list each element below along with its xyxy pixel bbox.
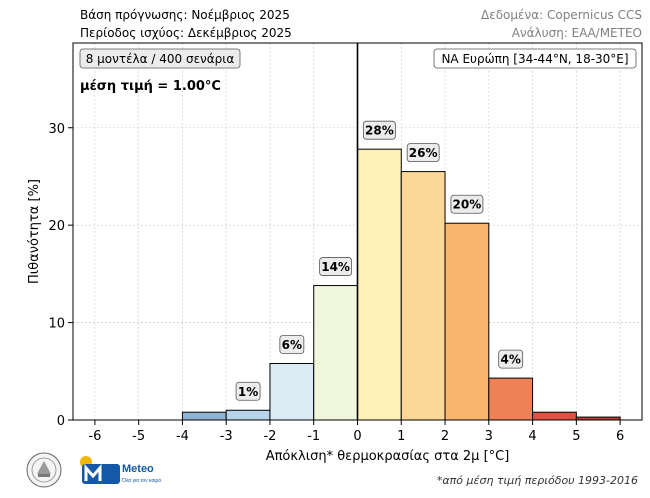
meteo-logo: Meteo Όλα για τον καιρό: [80, 456, 161, 484]
bar-label-box: [319, 257, 353, 276]
mean-value-label: μέση τιμή = 1.00°C: [80, 79, 221, 94]
x-tick-label: 2: [441, 429, 449, 444]
models-count-label: 8 μοντέλα / 400 σενάρια: [86, 52, 235, 66]
logos: Meteo Όλα για τον καιρό: [26, 452, 161, 488]
x-tick-label: 0: [353, 429, 361, 444]
y-tick-label: 30: [48, 122, 65, 137]
bar-data-label: 20%: [453, 198, 482, 212]
y-tick-label: 0: [57, 414, 65, 429]
x-tick-label: 1: [397, 429, 405, 444]
histogram-bar: [269, 362, 315, 421]
footnote: *από μέση τιμή περιόδου 1993-2016: [436, 474, 638, 487]
histogram-bar: [357, 148, 402, 421]
x-tick-label: 4: [528, 429, 536, 444]
x-tick-label: -5: [132, 429, 145, 444]
validity-period-label: Περίοδος ισχύος: Δεκέμβριος 2025: [80, 26, 292, 40]
bar-label-box: [450, 194, 484, 214]
models-box: [79, 48, 241, 69]
x-tick-label: -2: [263, 429, 276, 444]
x-tick-label: 5: [572, 429, 580, 444]
x-tick-label: 3: [485, 429, 493, 444]
region-box: [433, 48, 637, 69]
analysis-credit-label: Ανάλυση: ΕΑΑ/METEO: [511, 26, 642, 40]
data-source-label: Δεδομένα: Copernicus CCS: [481, 8, 642, 22]
histogram-bar: [225, 409, 271, 421]
bar-data-label: 1%: [238, 385, 258, 399]
histogram-bar: [400, 171, 446, 421]
bar-data-label: 14%: [321, 260, 350, 274]
x-tick-label: -6: [88, 429, 101, 444]
histogram-bar: [532, 411, 577, 421]
bar-data-label: 4%: [501, 353, 521, 367]
bar-label-box: [279, 335, 305, 354]
y-tick-label: 20: [48, 219, 65, 234]
bar-data-label: 28%: [365, 124, 394, 138]
x-tick-label: -1: [307, 429, 320, 444]
histogram-bar: [444, 222, 490, 421]
histogram-bar: [181, 411, 227, 421]
bar-label-box: [406, 143, 440, 162]
meteo-logo-text: Meteo: [122, 463, 154, 475]
y-tick-label: 10: [48, 317, 65, 332]
bar-label-box: [235, 381, 261, 401]
bar-label-box: [362, 120, 396, 140]
bar-data-label: 26%: [409, 146, 438, 160]
x-tick-label: -3: [220, 429, 233, 444]
observatory-seal-logo: [26, 452, 62, 488]
histogram-bar: [488, 377, 534, 421]
forecast-base-label: Βάση πρόγνωσης: Νοέμβριος 2025: [80, 8, 290, 22]
x-tick-label: -4: [176, 429, 189, 444]
x-axis-title: Απόκλιση* θερμοκρασίας στα 2μ [°C]: [266, 449, 510, 464]
bar-data-label: 6%: [282, 338, 302, 352]
histogram-bar: [313, 285, 359, 421]
y-axis-title: Πιθανότητα [%]: [27, 179, 42, 284]
region-label: ΝΑ Ευρώπη [34-44°N, 18-30°E]: [441, 52, 628, 66]
bar-label-box: [498, 349, 524, 369]
x-tick-label: 6: [616, 429, 624, 444]
meteo-logo-tagline: Όλα για τον καιρό: [121, 477, 161, 484]
